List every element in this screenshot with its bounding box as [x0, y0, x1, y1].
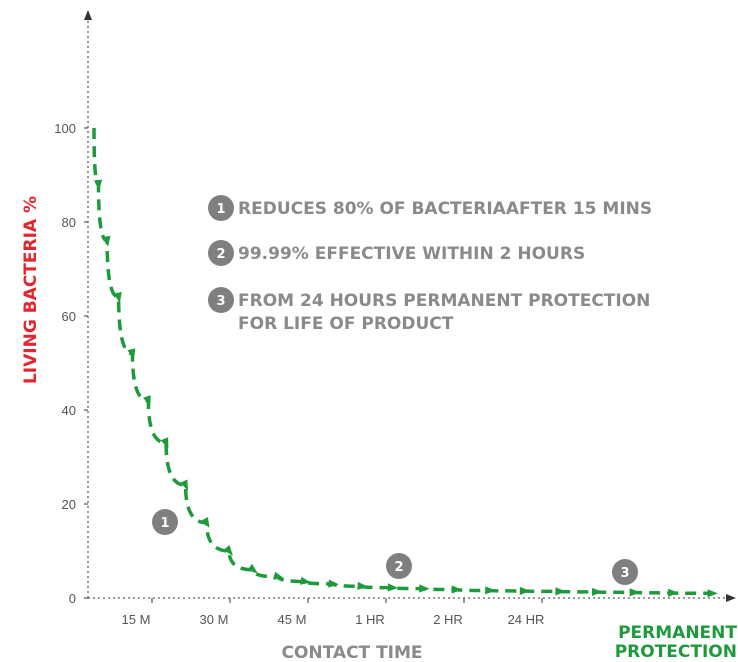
x-tick-label: 1 HR — [355, 612, 385, 627]
curve-point-arrow — [223, 545, 233, 556]
curve-point-arrow — [328, 579, 339, 588]
curve-badge-2-number: 2 — [394, 560, 403, 575]
permanent-protection-label-2: PROTECTION — [615, 642, 737, 662]
curve-point-arrow — [707, 589, 718, 598]
curve-point-arrow — [485, 586, 496, 595]
curve-point-arrow — [94, 179, 103, 191]
x-tick-label: 45 M — [278, 612, 307, 627]
x-axis-arrow — [726, 594, 736, 602]
curve-badge-1-number: 1 — [160, 516, 169, 531]
x-tick-label: 30 M — [200, 612, 229, 627]
curve-point-arrow — [419, 584, 430, 593]
curve-point-arrow — [629, 588, 641, 597]
curve-point-arrow — [451, 585, 463, 594]
curve-point-arrow — [143, 395, 151, 407]
curve-badge-2: 2 — [386, 553, 412, 579]
y-axis-label: LIVING BACTERIA % — [21, 196, 41, 384]
curve-point-arrow — [387, 583, 399, 592]
curve-badge-3-number: 3 — [620, 566, 629, 581]
curve-point-arrow — [299, 576, 311, 585]
bacteria-curve — [92, 127, 718, 598]
curve-badge-2-icon — [386, 553, 412, 579]
permanent-protection-label-1: PERMANENT — [618, 623, 737, 643]
curve-point-arrow — [555, 587, 566, 596]
curve-point-arrow — [160, 437, 169, 449]
legend-item-2: 2 99.99% EFFECTIVE WITHIN 2 HOURS — [208, 240, 585, 266]
x-tick-label: 15 M — [122, 612, 151, 627]
legend-text-1: REDUCES 80% OF BACTERIAAFTER 15 MINS — [238, 199, 652, 219]
y-tick-label: 0 — [69, 591, 76, 606]
y-tick-label: 40 — [62, 403, 76, 418]
badge-1-number: 1 — [216, 202, 225, 217]
curve-point-arrow — [519, 586, 531, 595]
curve-point-arrow — [591, 587, 603, 596]
legend-text-3a: FROM 24 HOURS PERMANENT PROTECTION — [238, 291, 650, 311]
legend-item-3: 3 FROM 24 HOURS PERMANENT PROTECTION FOR… — [208, 287, 650, 334]
curve-point-arrow — [273, 571, 285, 580]
y-tick-label: 100 — [54, 121, 76, 136]
x-tick-label: 24 HR — [508, 612, 545, 627]
curve-point-arrow — [113, 292, 122, 304]
curve-point-arrow — [179, 479, 189, 491]
x-ticks: 15 M 30 M 45 M 1 HR 2 HR 24 HR — [122, 598, 545, 627]
curve-point-arrow — [247, 563, 258, 574]
y-axis-arrow — [84, 10, 92, 20]
curve-point-arrow — [102, 235, 111, 247]
badge-3-number: 3 — [216, 294, 225, 309]
curve-badge-1: 1 — [152, 509, 178, 535]
y-tick-label: 20 — [62, 497, 76, 512]
badge-2-number: 2 — [216, 247, 225, 262]
x-tick-label: 2 HR — [433, 612, 463, 627]
curve-badge-3-icon — [612, 559, 638, 585]
y-ticks: 0 20 40 60 80 100 — [54, 121, 88, 606]
y-tick-label: 80 — [62, 215, 76, 230]
legend-text-2: 99.99% EFFECTIVE WITHIN 2 HOURS — [238, 244, 585, 264]
badge-3-icon — [208, 287, 234, 313]
legend-text-3b: FOR LIFE OF PRODUCT — [238, 314, 454, 334]
curve-point-arrow — [127, 348, 136, 360]
y-tick-label: 60 — [62, 309, 76, 324]
legend-item-1: 1 REDUCES 80% OF BACTERIAAFTER 15 MINS — [208, 195, 652, 221]
curve-point-arrow — [668, 588, 679, 597]
badge-1-icon — [208, 195, 234, 221]
curve-badge-3: 3 — [612, 559, 638, 585]
curve-line — [92, 127, 713, 596]
curve-point-arrow — [200, 516, 210, 529]
curve-badge-1-icon — [152, 509, 178, 535]
curve-point-arrow — [357, 581, 368, 590]
badge-2-icon — [208, 240, 234, 266]
x-axis-label: CONTACT TIME — [281, 643, 422, 662]
